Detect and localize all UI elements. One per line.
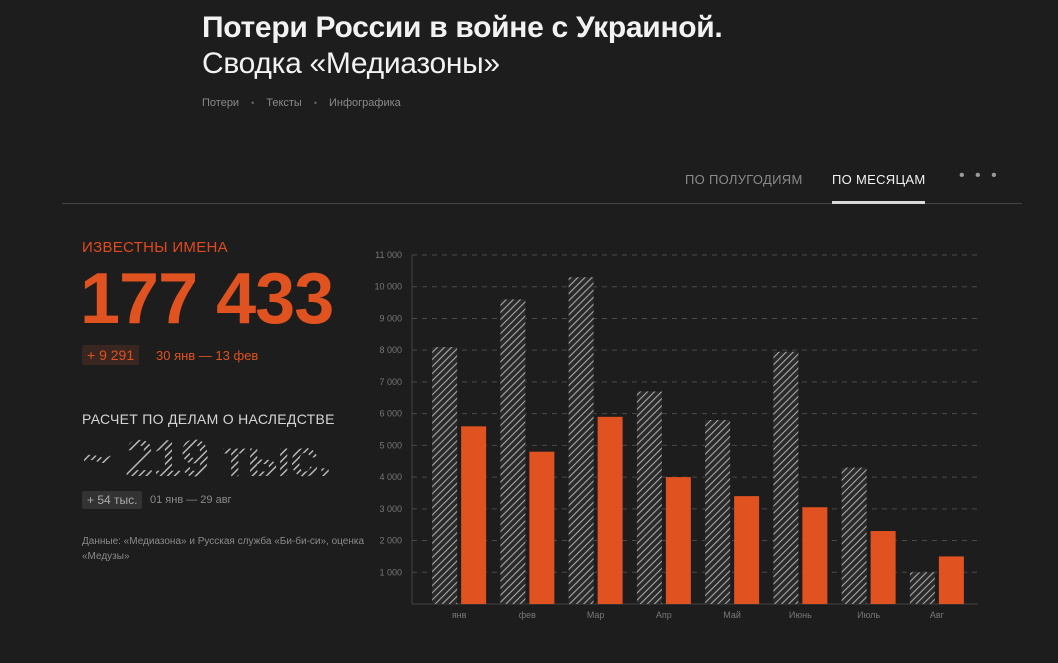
bar-known (802, 507, 828, 604)
x-tick-label: Июнь (789, 610, 812, 620)
estimate-delta-badge: + 54 тыс. (82, 491, 143, 509)
tab-months[interactable]: ПО МЕСЯЦАМ (832, 172, 926, 204)
bar-estimate (432, 347, 458, 604)
x-tick-label: янв (452, 610, 467, 620)
estimate-value-graphic: ~ 219 тыс. (82, 430, 332, 484)
breadcrumb-item-infographics[interactable]: Инфографика (329, 97, 401, 109)
more-options-icon[interactable]: • • • (959, 167, 1000, 184)
estimate-label: РАСЧЕТ ПО ДЕЛАМ О НАСЛЕДСТВЕ (82, 411, 335, 427)
data-source-note: Данные: «Медиазона» и Русская служба «Би… (82, 536, 365, 562)
y-tick-label: 2 000 (379, 536, 402, 546)
x-tick-label: Мар (587, 610, 605, 620)
page-title: Потери России в войне с Украиной. Сводка… (202, 10, 723, 82)
y-tick-label: 6 000 (379, 409, 402, 419)
breadcrumb-item-losses[interactable]: Потери (202, 97, 240, 109)
bar-estimate (636, 391, 662, 604)
y-tick-label: 10 000 (374, 282, 402, 292)
tab-half-years[interactable]: ПО ПОЛУГОДИЯМ (685, 172, 803, 187)
y-tick-label: 3 000 (379, 504, 402, 514)
bar-known (529, 451, 555, 604)
x-tick-label: фев (519, 610, 536, 620)
breadcrumb-separator: • (313, 98, 317, 108)
monthly-losses-chart: 1 000 2 000 3 000 4 000 5 000 6 000 7 000 8 000… (374, 250, 978, 620)
estimate-value: ~ 219 тыс. (82, 430, 331, 484)
x-tick-label: Авг (930, 610, 945, 620)
y-tick-label: 8 000 (379, 345, 402, 355)
bar-known (597, 416, 623, 604)
breadcrumb-separator: • (251, 98, 255, 108)
bar-estimate (568, 277, 594, 604)
known-delta-badge: + 9 291 (82, 345, 140, 365)
bar-known (734, 496, 760, 604)
bar-estimate (500, 299, 526, 604)
bar-known (665, 477, 691, 604)
x-tick-label: Апр (656, 610, 672, 620)
x-tick-label: Июль (857, 610, 880, 620)
x-tick-label: Май (723, 610, 741, 620)
bar-estimate (773, 351, 799, 604)
y-tick-label: 5 000 (379, 440, 402, 450)
known-names-value: 177 433 (80, 259, 334, 339)
known-period: 30 янв — 13 фев (156, 348, 259, 363)
bar-estimate (705, 419, 731, 604)
bar-estimate (909, 572, 935, 604)
chart-labels: 1 000 2 000 3 000 4 000 5 000 6 000 7 000 8 000… (374, 250, 944, 620)
bar-estimate (841, 467, 867, 604)
y-tick-label: 7 000 (379, 377, 402, 387)
y-tick-label: 4 000 (379, 472, 402, 482)
bar-known (938, 556, 964, 604)
title-main: Потери России в войне с Украиной. (202, 11, 723, 44)
known-names-label: ИЗВЕСТНЫ ИМЕНА (82, 239, 228, 256)
title-sub: Сводка «Медиазоны» (202, 47, 500, 80)
bar-known (870, 531, 896, 604)
estimate-period: 01 янв — 29 авг (150, 494, 232, 506)
breadcrumb-item-texts[interactable]: Тексты (266, 97, 302, 109)
y-tick-label: 9 000 (379, 313, 402, 323)
y-tick-label: 1 000 (379, 567, 402, 577)
period-tabs: ПО ПОЛУГОДИЯМ ПО МЕСЯЦАМ • • • (62, 167, 1022, 204)
chart-bars (432, 277, 964, 604)
bar-known (461, 426, 487, 604)
breadcrumb: Потери • Тексты • Инфографика (202, 97, 401, 109)
y-tick-label: 11 000 (375, 250, 402, 260)
